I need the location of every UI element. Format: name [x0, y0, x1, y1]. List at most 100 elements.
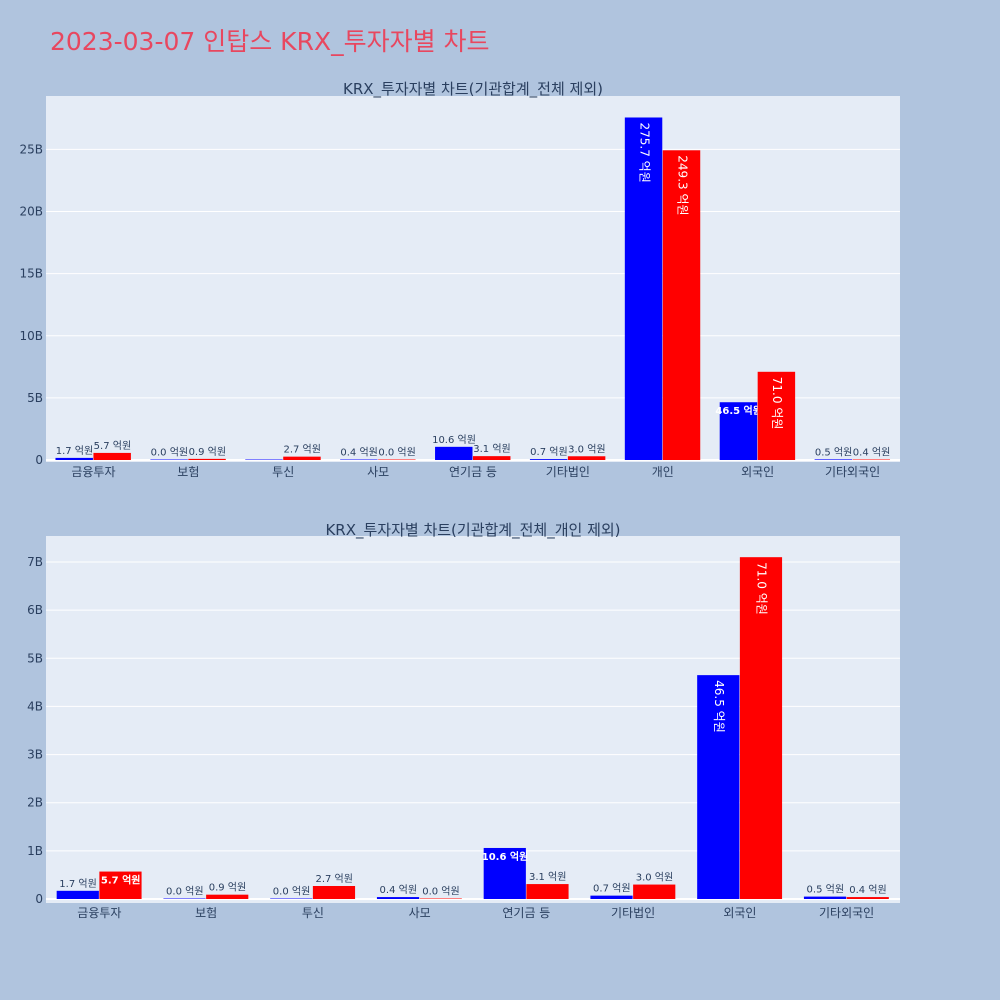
x-tick-label: 연기금 등 — [449, 465, 497, 479]
x-tick-label: 기타외국인 — [819, 906, 874, 920]
y-tick-label: 7B — [27, 555, 43, 569]
bar-sell — [473, 456, 511, 460]
x-tick-label: 외국인 — [723, 906, 756, 920]
y-tick-label: 4B — [27, 699, 43, 713]
x-tick-label: 사모 — [367, 465, 389, 479]
data-label: 0.0 억원 — [273, 886, 310, 898]
data-label: 0.4 억원 — [380, 884, 417, 896]
bar-buy — [803, 896, 847, 899]
bar-sell — [312, 886, 356, 899]
data-label: 71.0 억원 — [770, 377, 784, 430]
x-tick-label: 연기금 등 — [502, 906, 550, 920]
x-tick-label: 기타법인 — [611, 906, 655, 920]
data-label: 3.1 억원 — [529, 871, 566, 883]
bar-sell — [662, 150, 701, 460]
data-label: 3.0 억원 — [568, 443, 605, 455]
x-tick-label: 개인 — [652, 465, 674, 479]
data-label: 0.0 억원 — [378, 447, 415, 459]
data-label: 46.5 억원 — [715, 404, 762, 417]
bar-buy — [529, 459, 568, 460]
data-label: 10.6 억원 — [482, 850, 529, 863]
bar-sell — [378, 459, 416, 460]
bar-sell — [419, 898, 462, 899]
y-tick-label: 3B — [27, 748, 43, 762]
bar-buy — [270, 898, 313, 899]
y-tick-label: 1B — [27, 844, 43, 858]
bar-buy — [624, 117, 663, 460]
bar-buy — [56, 890, 99, 899]
y-tick-label: 15B — [19, 267, 43, 281]
data-label: 2.7 억원 — [315, 873, 352, 885]
data-label: 0.7 억원 — [530, 446, 567, 458]
bar-buy — [483, 847, 526, 899]
x-tick-label: 기타외국인 — [825, 465, 880, 479]
data-label: 1.7 억원 — [56, 445, 93, 457]
chart-title: KRX_투자자별 차트(기관합계_전체 제외) — [343, 80, 603, 99]
data-label: 0.9 억원 — [189, 446, 226, 458]
bar-sell — [99, 871, 142, 899]
bar-sell — [633, 884, 676, 899]
data-label: 0.0 억원 — [166, 886, 203, 898]
data-label: 3.1 억원 — [473, 443, 510, 455]
data-label: 275.7 억원 — [637, 122, 651, 182]
x-tick-label: 투신 — [272, 465, 294, 479]
data-label: 0.4 억원 — [849, 884, 886, 896]
bar-sell — [567, 456, 606, 460]
x-tick-label: 사모 — [409, 906, 431, 920]
data-label: 10.6 억원 — [432, 434, 476, 446]
y-tick-label: 20B — [19, 205, 43, 219]
y-tick-label: 0 — [35, 892, 43, 906]
y-tick-label: 10B — [19, 329, 43, 343]
data-label: 3.0 억원 — [636, 872, 673, 884]
data-label: 0.5 억원 — [815, 446, 852, 458]
bar-sell — [852, 459, 891, 460]
x-tick-label: 투신 — [302, 906, 324, 920]
data-label: 0.4 억원 — [853, 447, 890, 459]
bar-buy — [163, 898, 206, 899]
data-label: 1.7 억원 — [59, 878, 96, 890]
bar-buy — [590, 895, 633, 899]
chart-title: KRX_투자자별 차트(기관합계_전체_개인 제외) — [325, 521, 620, 540]
data-label: 0.0 억원 — [422, 886, 459, 898]
y-tick-label: 0 — [35, 453, 43, 467]
bar-buy — [814, 459, 853, 460]
data-label: 5.7 억원 — [101, 874, 141, 887]
data-label: 46.5 억원 — [712, 680, 726, 733]
data-label: 0.0 억원 — [151, 447, 188, 459]
data-label: 71.0 억원 — [755, 562, 769, 615]
data-label: 0.9 억원 — [209, 882, 246, 894]
bar-buy — [697, 675, 740, 899]
bar-sell — [526, 884, 569, 899]
bar-sell — [93, 452, 131, 460]
data-label: 0.7 억원 — [593, 883, 630, 895]
y-tick-label: 2B — [27, 796, 43, 810]
x-tick-label: 보험 — [177, 465, 199, 479]
y-tick-label: 25B — [19, 142, 43, 156]
bar-buy — [719, 402, 758, 460]
bar-sell — [188, 458, 226, 460]
bar-sell — [739, 557, 783, 899]
y-tick-label: 5B — [27, 651, 43, 665]
bar-buy — [376, 897, 420, 899]
bar-sell — [206, 894, 249, 899]
y-tick-label: 5B — [27, 391, 43, 405]
data-label: 5.7 억원 — [94, 440, 131, 452]
x-tick-label: 금융투자 — [77, 906, 121, 920]
bar-sell — [757, 371, 796, 460]
chart-top: KRX_투자자별 차트(기관합계_전체 제외) 0 5B 10B 15B 20B 25B 금융… — [19, 80, 900, 479]
y-tick-label: 6B — [27, 603, 43, 617]
bar-buy — [435, 446, 473, 460]
data-label: 0.5 억원 — [807, 884, 844, 896]
bar-buy — [150, 459, 188, 460]
x-tick-label: 기타법인 — [546, 465, 590, 479]
bar-buy — [55, 457, 93, 460]
x-tick-label: 외국인 — [741, 465, 774, 479]
data-label: 249.3 억원 — [675, 155, 689, 215]
data-label: 2.7 억원 — [283, 444, 320, 456]
bar-buy — [340, 459, 378, 460]
bar-buy — [245, 459, 283, 460]
bar-sell — [283, 456, 321, 460]
main-title: 2023-03-07 인탑스 KRX_투자자별 차트 — [50, 27, 490, 56]
x-tick-label: 금융투자 — [71, 465, 115, 479]
